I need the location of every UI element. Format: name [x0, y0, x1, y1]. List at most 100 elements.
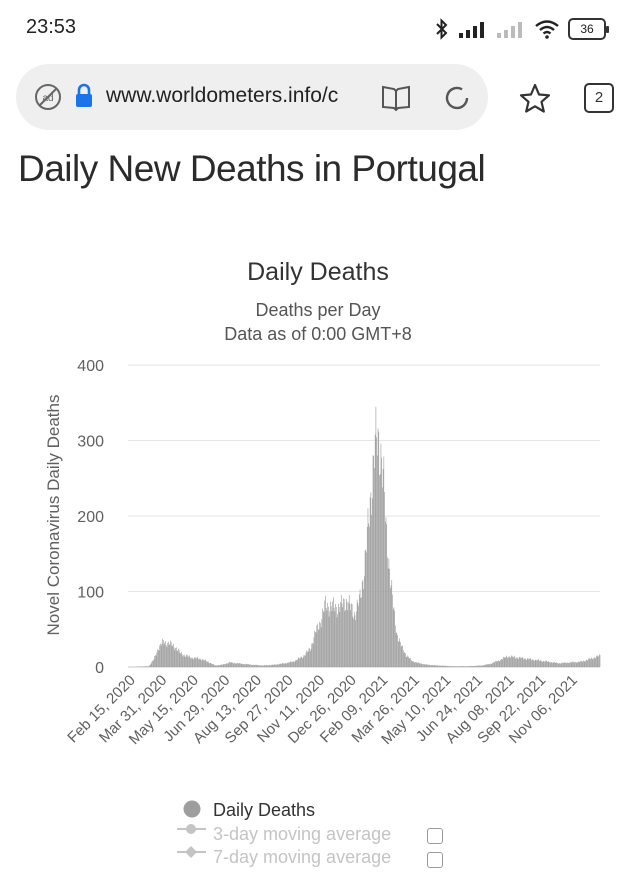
bar: [447, 665, 449, 667]
bar: [541, 661, 542, 667]
bar: [390, 585, 392, 667]
bar: [592, 659, 594, 667]
url-text[interactable]: www.worldometers.info/c: [106, 84, 339, 107]
bar: [179, 653, 181, 667]
legend-toggle-7day[interactable]: [427, 852, 443, 868]
reader-icon[interactable]: [380, 83, 412, 111]
bar: [275, 664, 277, 667]
bar: [383, 456, 385, 667]
bar: [322, 611, 324, 667]
bar: [549, 662, 550, 667]
bar: [204, 659, 206, 667]
bar: [148, 666, 150, 667]
bar: [337, 613, 339, 667]
bar: [310, 648, 312, 667]
bar: [389, 588, 391, 667]
bar: [428, 664, 430, 667]
chart-subtitle-line2: Data as of 0:00 GMT+8: [224, 324, 412, 344]
bar: [399, 638, 400, 667]
bar: [217, 665, 219, 667]
legend-toggle-3day[interactable]: [427, 828, 443, 844]
bar: [200, 659, 202, 667]
bar: [170, 640, 171, 667]
bar: [457, 666, 459, 667]
bar: [182, 656, 184, 667]
bar: [578, 661, 579, 667]
ad-block-icon[interactable]: ad: [33, 82, 63, 112]
bar: [576, 662, 578, 667]
bar: [394, 610, 395, 667]
bar: [351, 604, 353, 667]
bar: [318, 629, 320, 667]
bar: [554, 662, 556, 667]
bar: [356, 599, 358, 667]
bar: [412, 661, 413, 667]
bar: [530, 658, 532, 667]
bar: [561, 662, 563, 667]
bar: [227, 663, 228, 667]
bar: [364, 550, 366, 667]
bar: [206, 661, 207, 667]
bar: [186, 654, 187, 667]
bar: [366, 526, 368, 667]
legend-label[interactable]: Daily Deaths: [213, 800, 315, 820]
bar: [525, 659, 527, 667]
bar: [270, 665, 272, 667]
bar: [293, 661, 295, 667]
bar: [323, 612, 325, 667]
bar: [518, 656, 520, 667]
tabs-icon[interactable]: 2: [584, 83, 614, 113]
bar: [413, 661, 414, 667]
signal-icon: [459, 22, 484, 38]
bar: [598, 656, 599, 667]
bar: [277, 664, 279, 667]
bar: [531, 659, 533, 667]
bar: [594, 658, 596, 667]
bar: [157, 650, 159, 667]
bar: [341, 603, 343, 667]
bar: [577, 662, 578, 667]
bar: [240, 663, 241, 667]
bar: [206, 661, 208, 667]
bar: [353, 611, 355, 667]
bar: [309, 648, 310, 667]
legend-marker-3day[interactable]: [186, 824, 196, 834]
bar: [385, 517, 387, 667]
bar: [260, 665, 261, 667]
bar: [405, 653, 406, 667]
address-bar[interactable]: ad www.worldometers.info/c: [16, 64, 488, 130]
bar: [321, 619, 323, 667]
bar: [439, 665, 441, 667]
bar: [261, 665, 263, 667]
star-icon[interactable]: [518, 82, 552, 114]
bar: [478, 665, 480, 667]
bar: [335, 606, 337, 667]
bar: [158, 650, 160, 667]
legend-label[interactable]: 3-day moving average: [213, 824, 391, 844]
bar: [538, 659, 540, 667]
legend-marker-daily[interactable]: [183, 800, 201, 818]
bar: [272, 664, 274, 667]
bar: [288, 662, 290, 667]
bar: [462, 666, 463, 667]
bar: [260, 665, 262, 667]
bar: [494, 662, 496, 667]
legend-label[interactable]: 7-day moving average: [213, 847, 391, 867]
bar: [180, 653, 181, 667]
bar: [356, 611, 357, 667]
bar: [550, 662, 552, 667]
bar: [302, 657, 304, 667]
bar: [582, 661, 584, 667]
bar: [243, 664, 245, 667]
bar: [454, 666, 455, 667]
bar: [547, 661, 548, 667]
bar: [247, 663, 248, 667]
bar: [420, 663, 422, 667]
bar: [463, 666, 465, 667]
bar: [211, 663, 212, 667]
legend-marker-7day[interactable]: [185, 846, 197, 858]
bar: [560, 663, 562, 667]
bar: [466, 666, 468, 667]
bar: [426, 664, 428, 667]
reload-icon[interactable]: [442, 83, 472, 113]
